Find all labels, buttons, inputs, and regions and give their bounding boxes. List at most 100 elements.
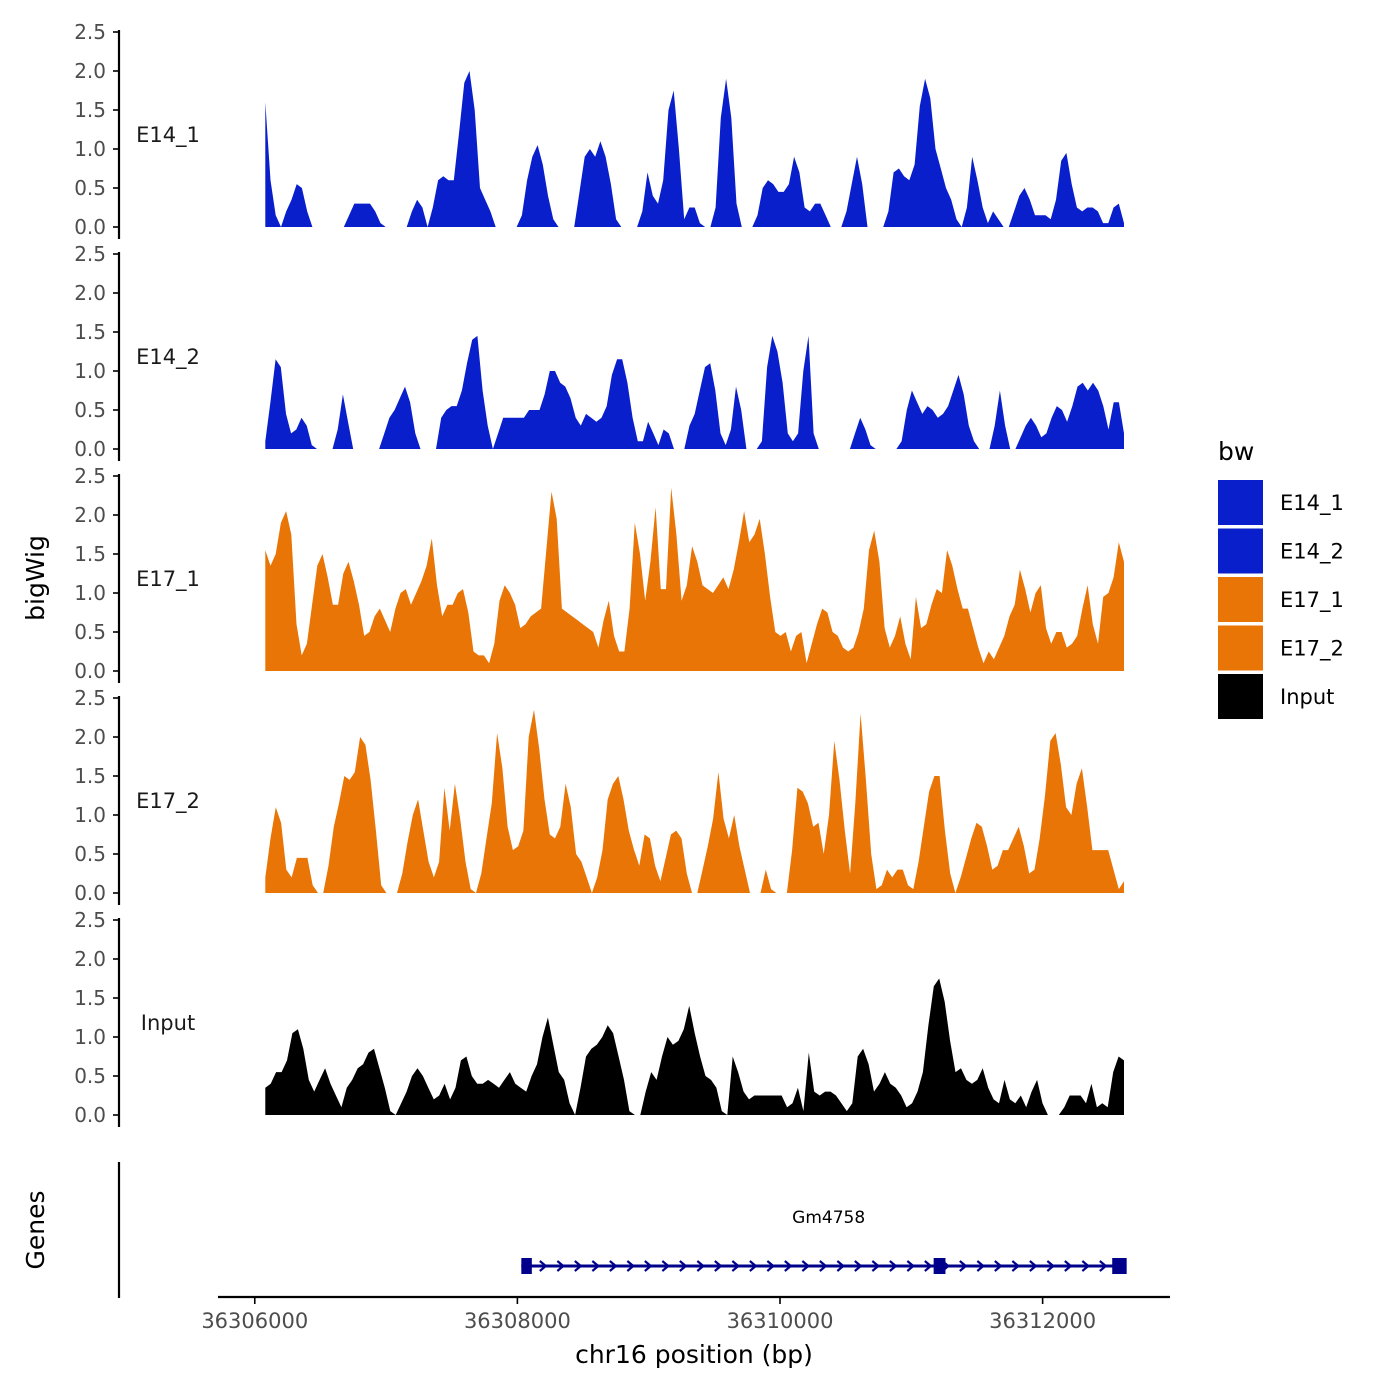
x-axis-title: chr16 position (bp) (575, 1340, 813, 1369)
y-tick-label: 2.5 (74, 242, 106, 266)
strand-arrow (836, 1260, 846, 1272)
y-tick-label: 1.5 (74, 542, 106, 566)
y-tick-label: 2.5 (74, 686, 106, 710)
strand-arrow (679, 1260, 688, 1272)
track-label-Input: Input (141, 1011, 195, 1035)
panel-E14_2: 0.0 0.5 1.0 1.5 2.0 2.5 E14_2 (74, 242, 1124, 461)
legend-key-E14_2 (1218, 528, 1263, 574)
x-tick-label: 36306000 (201, 1309, 308, 1333)
strand-arrow (819, 1260, 828, 1272)
gene-name-label: Gm4758 (792, 1208, 865, 1228)
strand-arrow (731, 1260, 741, 1272)
y-tick-label: 1.0 (74, 803, 106, 827)
y-tick-label: 0.0 (74, 659, 106, 683)
strand-arrow (609, 1260, 618, 1272)
y-tick-label: 0.5 (74, 620, 106, 644)
strand-arrow (766, 1260, 776, 1272)
legend-label-E17_2: E17_2 (1280, 637, 1344, 662)
x-tick-label: 36312000 (989, 1309, 1096, 1333)
strand-arrow (626, 1260, 636, 1272)
y-tick-label: 1.5 (74, 764, 106, 788)
y-tick-label: 2.0 (74, 725, 106, 749)
strand-arrow (871, 1260, 881, 1272)
strand-arrow (661, 1260, 671, 1272)
track-label-E14_1: E14_1 (136, 123, 200, 148)
strand-arrow (1029, 1260, 1038, 1272)
track-label-E17_2: E17_2 (136, 789, 200, 814)
y-tick-label: 1.5 (74, 986, 106, 1010)
legend-label-E17_1: E17_1 (1280, 588, 1344, 613)
y-tick-label: 0.5 (74, 176, 106, 200)
strand-arrow (906, 1260, 916, 1272)
exon-block (521, 1258, 532, 1274)
legend-label-E14_2: E14_2 (1280, 540, 1344, 565)
y-tick-label: 0.5 (74, 1064, 106, 1088)
strand-arrow (574, 1260, 583, 1272)
strand-arrow (714, 1260, 723, 1272)
panel-E14_1: 0.0 0.5 1.0 1.5 2.0 2.5 E14_1 (74, 20, 1124, 239)
legend-label-Input: Input (1280, 685, 1334, 709)
y-tick-label: 1.0 (74, 1025, 106, 1049)
y-tick-label: 1.0 (74, 581, 106, 605)
strand-arrow (801, 1260, 811, 1272)
strand-arrow (924, 1260, 933, 1272)
exon-block (1112, 1258, 1127, 1274)
y-tick-label: 0.0 (74, 881, 106, 905)
strand-arrow (644, 1260, 653, 1272)
strand-arrow (1011, 1260, 1021, 1272)
strand-arrow (854, 1260, 863, 1272)
strand-arrow (539, 1260, 548, 1272)
exon-block (933, 1258, 946, 1274)
strand-arrow (889, 1260, 898, 1272)
panel-E17_1: 0.0 0.5 1.0 1.5 2.0 2.5 E17_1 (74, 464, 1124, 683)
y-tick-label: 2.0 (74, 59, 106, 83)
x-axis: 36306000 36308000 36310000 36312000 (201, 1295, 1170, 1333)
y-tick-label: 2.5 (74, 20, 106, 44)
gene-track-title: Genes (21, 1190, 50, 1269)
y-tick-label: 2.5 (74, 908, 106, 932)
legend-key-E17_1 (1218, 577, 1263, 622)
y-tick-label: 2.0 (74, 947, 106, 971)
strand-arrow (556, 1260, 566, 1272)
strand-arrow (696, 1260, 706, 1272)
strand-arrow (591, 1260, 601, 1272)
area-E17_1 (265, 487, 1124, 671)
strand-arrow (784, 1260, 793, 1272)
y-tick-label: 0.0 (74, 215, 106, 239)
area-E17_2 (265, 709, 1124, 893)
y-axis-title: bigWig (21, 535, 50, 621)
strand-arrow (1064, 1260, 1073, 1272)
coverage-panels: 0.0 0.5 1.0 1.5 2.0 2.5 E14_1 0.0 0.5 1.0 1.5 2.0 2.… (74, 20, 1124, 1127)
strand-arrow (1099, 1260, 1108, 1272)
panel-Input: 0.0 0.5 1.0 1.5 2.0 2.5 Input (74, 908, 1124, 1127)
track-label-E14_2: E14_2 (136, 345, 200, 370)
strand-arrow (959, 1260, 968, 1272)
area-E14_1 (265, 71, 1124, 227)
panel-E17_2: 0.0 0.5 1.0 1.5 2.0 2.5 E17_2 (74, 686, 1124, 905)
strand-arrow (1081, 1260, 1091, 1272)
x-tick-label: 36310000 (727, 1309, 834, 1333)
strand-arrow (1046, 1260, 1056, 1272)
y-tick-label: 0.0 (74, 1103, 106, 1127)
legend-title: bw (1218, 437, 1254, 466)
gene-track: Gm4758 (117, 1162, 1127, 1298)
y-tick-label: 0.5 (74, 398, 106, 422)
legend-key-E14_1 (1218, 480, 1263, 525)
y-tick-label: 1.0 (74, 137, 106, 161)
strand-arrow (749, 1260, 758, 1272)
y-tick-label: 2.0 (74, 503, 106, 527)
y-tick-label: 0.5 (74, 842, 106, 866)
y-tick-label: 1.0 (74, 359, 106, 383)
track-label-E17_1: E17_1 (136, 567, 200, 592)
y-tick-label: 1.5 (74, 320, 106, 344)
area-Input (265, 978, 1124, 1115)
y-tick-label: 2.0 (74, 281, 106, 305)
legend: bw E14_1 E14_2 E17_1 E17_2 Input (1218, 437, 1344, 719)
legend-label-E14_1: E14_1 (1280, 491, 1344, 516)
strand-arrow (976, 1260, 986, 1272)
x-tick-label: 36308000 (464, 1309, 571, 1333)
area-E14_2 (265, 335, 1124, 449)
y-tick-label: 0.0 (74, 437, 106, 461)
y-tick-label: 1.5 (74, 98, 106, 122)
